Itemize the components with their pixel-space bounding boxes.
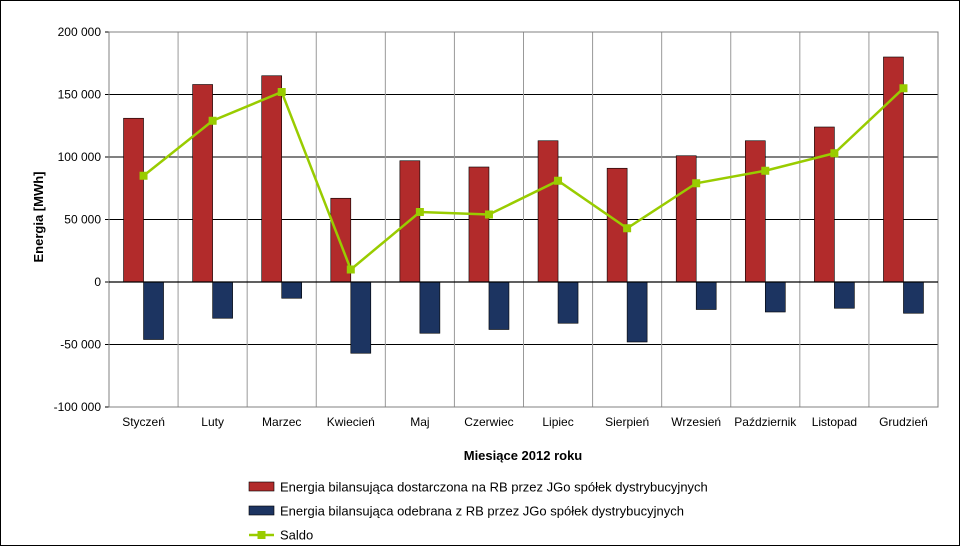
bar-delivered: [744, 140, 766, 283]
y-axis-ticks: 200 000 150 000 100 000 50 000 0 -50 000 -100 …: [54, 25, 102, 414]
saldo-marker: [899, 84, 908, 93]
saldo-line: [142, 87, 905, 272]
y-tick-label: 200 000: [58, 25, 102, 39]
x-tick-label: Marzec: [262, 415, 301, 429]
saldo-marker: [692, 179, 701, 188]
bar-delivered: [537, 140, 559, 283]
saldo-marker: [346, 265, 355, 274]
x-axis-ticks: Styczeń Luty Marzec Kwiecień Maj Czerwiec Lipi…: [122, 415, 928, 429]
legend-label: Saldo: [280, 528, 313, 543]
y-tick-label: -50 000: [60, 338, 101, 352]
bar-received: [419, 281, 441, 334]
bar-received: [695, 281, 717, 310]
y-tick-label: 50 000: [64, 213, 101, 227]
y-axis-title: Energia [MWh]: [31, 172, 46, 263]
bar-received: [488, 281, 510, 330]
x-tick-label: Luty: [201, 415, 224, 429]
saldo-marker: [554, 176, 563, 185]
bar-delivered: [468, 166, 490, 283]
legend-label: Energia bilansująca odebrana z RB przez …: [280, 504, 684, 519]
x-tick-label: Sierpień: [605, 415, 649, 429]
saldo-marker: [761, 166, 770, 175]
bar-received: [212, 281, 233, 319]
bar-received: [764, 281, 786, 313]
legend-swatch-marker: [257, 531, 266, 539]
x-tick-label: Styczeń: [122, 415, 165, 429]
x-tick-label: Maj: [410, 415, 429, 429]
bar-delivered: [261, 75, 283, 283]
plot-border: [108, 31, 939, 408]
y-tick-label: -100 000: [54, 400, 102, 414]
x-tick-label: Wrzesień: [671, 415, 721, 429]
bar-received: [350, 281, 372, 354]
saldo-marker: [623, 224, 632, 233]
saldo-marker: [484, 210, 493, 219]
legend: Energia bilansująca dostarczona na RB pr…: [248, 480, 708, 543]
saldo-marker: [277, 88, 286, 96]
bar-received: [903, 281, 924, 314]
x-tick-label: Kwiecień: [327, 415, 375, 429]
saldo-marker: [139, 171, 148, 180]
bar-received: [281, 281, 303, 299]
bar-delivered: [123, 117, 144, 283]
saldo-marker: [415, 208, 424, 216]
bar-received: [626, 281, 648, 343]
legend-swatch: [248, 505, 275, 516]
saldo-marker: [208, 116, 217, 125]
legend-swatch: [248, 481, 275, 492]
bar-received: [143, 281, 164, 340]
plot-area: [105, 31, 939, 408]
bar-delivered: [675, 155, 697, 283]
y-tick-label: 0: [94, 275, 101, 289]
bar-received: [557, 281, 579, 324]
saldo-marker: [830, 149, 839, 158]
x-tick-label: Lipiec: [542, 415, 573, 429]
bar-received: [834, 281, 855, 309]
legend-label: Energia bilansująca dostarczona na RB pr…: [280, 480, 708, 495]
x-tick-label: Listopad: [812, 415, 857, 429]
bar-delivered: [192, 84, 213, 283]
x-tick-label: Czerwiec: [464, 415, 513, 429]
x-tick-label: Grudzień: [879, 415, 928, 429]
x-axis-title: Miesiące 2012 roku: [464, 448, 583, 463]
y-tick-label: 100 000: [58, 150, 102, 164]
x-tick-label: Październik: [734, 415, 797, 429]
y-tick-label: 150 000: [58, 88, 102, 102]
